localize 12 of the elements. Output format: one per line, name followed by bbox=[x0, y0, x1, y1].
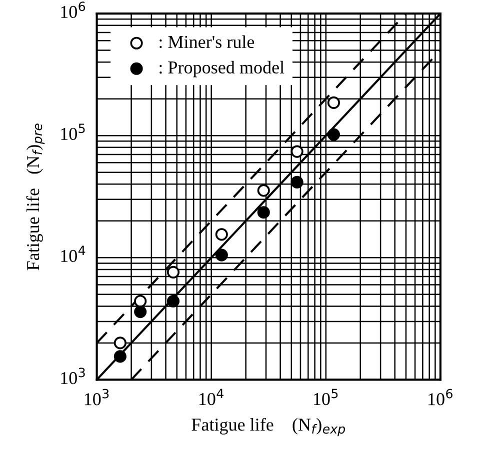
y-tick-label: 10$^{4}$ bbox=[61, 246, 86, 262]
y-tick-label: 10$^{3}$ bbox=[61, 368, 85, 384]
x-tick-label: 10$^{3}$ bbox=[84, 388, 109, 406]
x-tick-label: 10$^{6}$ bbox=[428, 388, 452, 406]
y-tick-label: 10$^{6}$ bbox=[61, 2, 86, 18]
legend-label: : Miner's rule bbox=[160, 35, 254, 48]
y-axis-title: Fatigue life (N$_{f}$)$_{pre}$ bbox=[26, 124, 45, 270]
x-axis-title: Fatigue life (N$_{f}$)$_{exp}$ bbox=[192, 418, 345, 436]
x-tick-label: 10$^{4}$ bbox=[199, 388, 224, 406]
x-tick-label: 10$^{5}$ bbox=[314, 388, 338, 406]
legend-label: : Proposed model bbox=[160, 60, 284, 78]
y-tick-label: 10$^{5}$ bbox=[61, 124, 85, 140]
